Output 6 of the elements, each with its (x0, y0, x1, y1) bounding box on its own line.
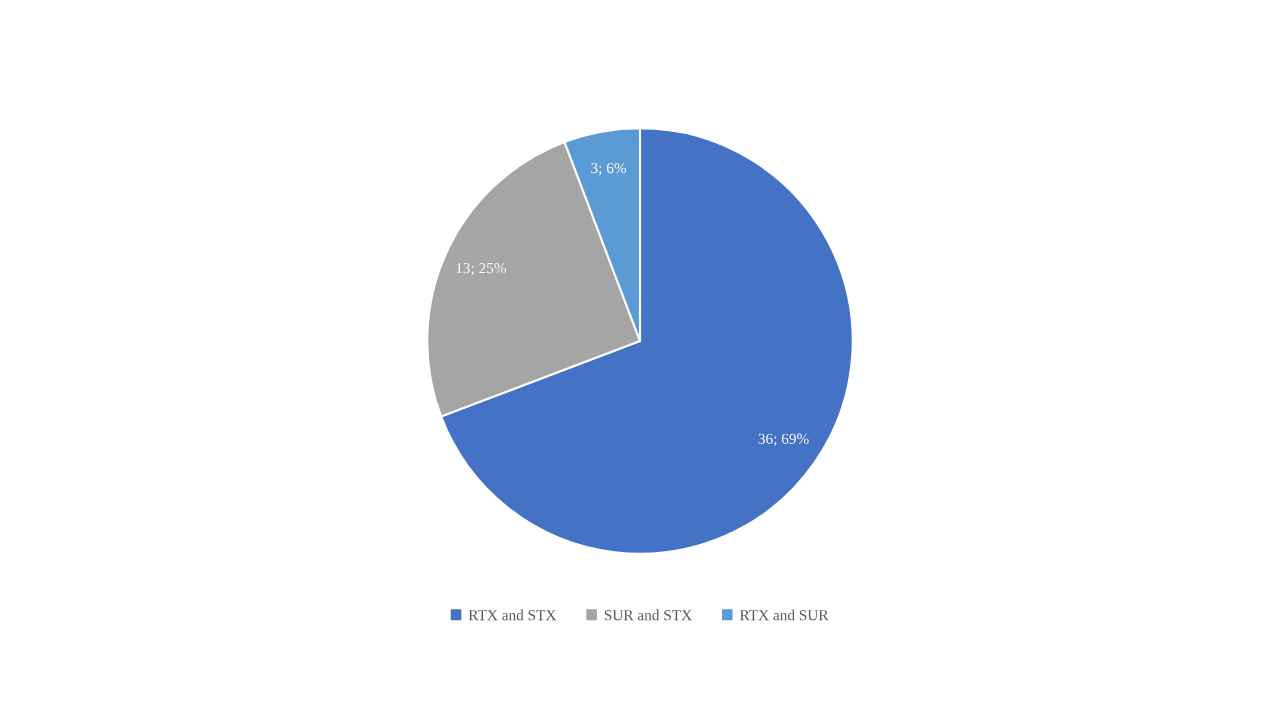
legend-label: SUR and STX (604, 609, 692, 621)
data-label: 13; 25% (456, 262, 507, 276)
legend-label: RTX and STX (468, 609, 557, 621)
data-label: 36; 69% (758, 433, 809, 447)
legend-label: RTX and SUR (739, 609, 829, 621)
data-label: 3; 6% (591, 162, 627, 176)
